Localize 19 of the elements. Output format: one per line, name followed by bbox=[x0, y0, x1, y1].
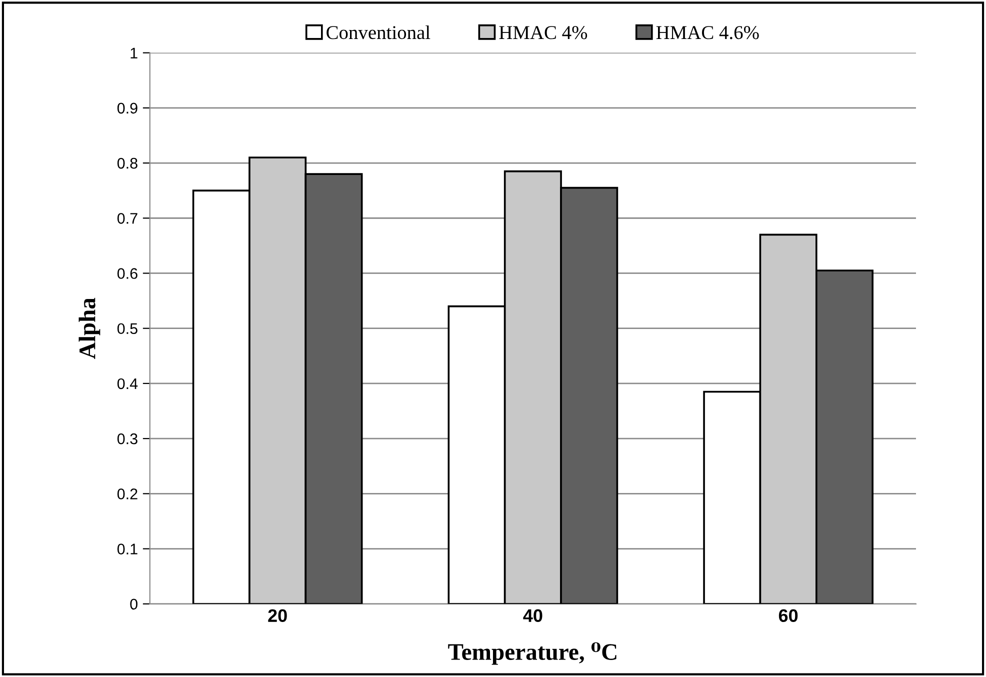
x-tick-label: 40 bbox=[523, 609, 542, 622]
y-tick-label: 0.2 bbox=[117, 488, 138, 500]
x-axis-title: Temperature, ⁰C bbox=[448, 642, 616, 665]
y-tick-label: 0.5 bbox=[117, 323, 138, 334]
y-tick-label: 0.3 bbox=[117, 433, 138, 444]
y-tick-label: 1 bbox=[130, 48, 138, 58]
y-tick-label: 0.7 bbox=[117, 212, 138, 224]
legend-label: HMAC 4% bbox=[499, 26, 588, 40]
y-tick-label: 0 bbox=[130, 598, 138, 610]
y-tick-label: 0.6 bbox=[117, 268, 138, 279]
legend-label: HMAC 4.6% bbox=[656, 26, 759, 40]
y-tick-label: 0.1 bbox=[117, 544, 138, 554]
y-tick-label: 0.9 bbox=[117, 102, 138, 114]
y-tick-label: 0.4 bbox=[117, 378, 138, 390]
x-tick-label: 20 bbox=[268, 609, 287, 622]
x-tick-label: 60 bbox=[778, 609, 798, 622]
legend-label: Conventional bbox=[326, 25, 430, 40]
y-tick-label: 0.8 bbox=[117, 158, 138, 169]
y-axis-title: Alpha bbox=[78, 298, 100, 359]
